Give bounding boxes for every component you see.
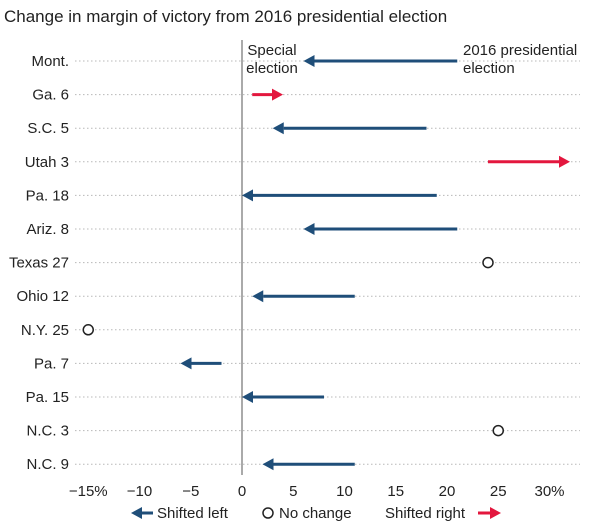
legend-shifted-left-label: Shifted left [157,505,229,522]
row-label: N.C. 9 [26,456,69,473]
x-tick-label: −10 [127,483,152,500]
shift-left-arrow [303,55,458,67]
row-label: Pa. 7 [34,355,69,372]
x-tick-label: 25 [490,483,507,500]
x-tick-label: 15 [387,483,404,500]
row-label: Ariz. 8 [26,221,69,238]
shift-left-arrow [252,290,355,303]
presidential-2016-label-line1: 2016 presidential [463,42,577,59]
row-label: Pa. 18 [26,187,69,204]
legend-shifted-left-icon [131,507,153,519]
shift-left-arrow [242,189,437,202]
legend: Shifted left No change Shifted right [131,505,501,522]
x-axis: −15% −10 −5 0 5 10 15 20 25 30% [69,483,565,500]
row-label: S.C. 5 [27,120,69,137]
x-tick-label: −15% [69,483,108,500]
x-tick-label: 10 [336,483,353,500]
row-label: Pa. 15 [26,389,69,406]
no-change-marker [482,256,494,269]
x-tick-label: 5 [289,483,297,500]
legend-shifted-right-icon [478,507,501,519]
special-election-label-line2: election [246,60,298,77]
x-tick-label: −5 [182,483,199,500]
data-marks [82,55,570,471]
legend-no-change-icon [262,507,274,519]
no-change-marker [492,424,504,437]
special-election-label-line1: Special [247,42,296,59]
presidential-2016-label-line2: election [463,60,515,77]
row-label: Utah 3 [25,154,69,171]
shift-left-arrow [242,391,324,403]
row-label: Ohio 12 [16,288,69,305]
shift-left-arrow [180,357,222,370]
row-label: N.C. 3 [26,423,69,440]
no-change-marker [82,324,94,336]
shift-left-arrow [272,122,427,135]
row-label: Mont. [31,53,69,70]
chart-title: Change in margin of victory from 2016 pr… [4,7,447,26]
x-tick-label: 0 [238,483,246,500]
legend-shifted-right-label: Shifted right [385,505,466,522]
annotations: Special election 2016 presidential elect… [246,42,577,77]
legend-no-change-label: No change [279,505,352,522]
row-labels: Mont. Ga. 6 S.C. 5 Utah 3 Pa. 18 Ariz. 8 Texas… [9,53,69,473]
gridlines [75,40,580,475]
shift-left-arrow [303,223,458,235]
row-label: Ga. 6 [32,87,69,104]
row-label: N.Y. 25 [21,322,69,339]
x-tick-label: 20 [439,483,456,500]
x-tick-label: 30% [534,483,564,500]
row-label: Texas 27 [9,255,69,272]
shift-right-arrow [488,155,570,168]
shift-left-arrow [262,458,355,471]
shift-right-arrow [252,88,283,101]
